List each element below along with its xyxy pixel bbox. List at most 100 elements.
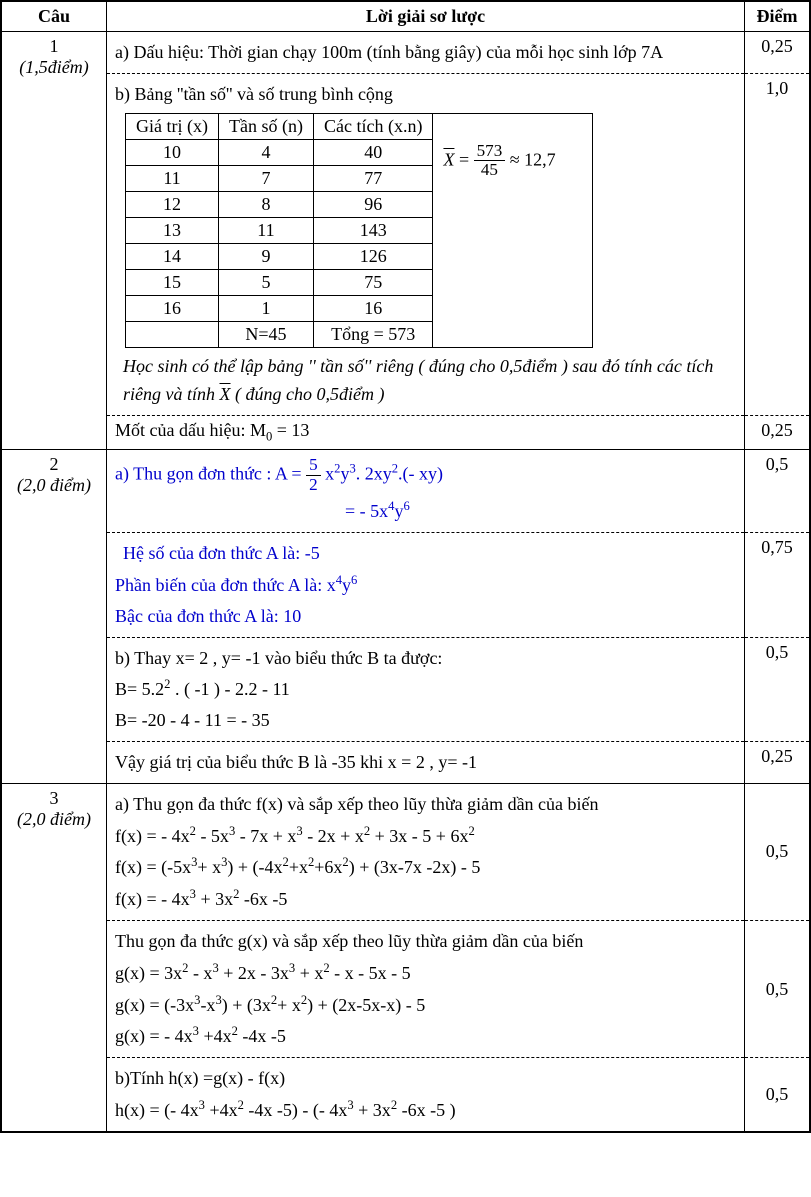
q2a-line2: = - 5x4y6 [115,496,736,526]
q3-number: 3 [10,788,98,809]
t: .(- xy) [398,463,443,483]
cell: 75 [313,269,432,295]
q1-number: 1 [10,36,98,57]
q2b2: Phần biến của đơn thức A là: x4y6 [115,570,736,600]
q1-points: (1,5điểm) [10,57,98,78]
q2b1: Hệ số của đơn thức A là: -5 [115,539,736,568]
cell: 10 [126,139,219,165]
q1-label: 1 (1,5điểm) [2,32,107,450]
q3b3: g(x) = (-3x3-x3) + (3x2+ x2) + (2x-5x-x)… [115,990,736,1020]
q2d-content: Vậy giá trị của biểu thức B là -35 khi x… [107,741,745,783]
q1b-score: 1,0 [745,73,810,415]
q3b2: g(x) = 3x2 - x3 + 2x - 3x3 + x2 - x - 5x… [115,958,736,988]
q2a-line1: a) Thu gọn đơn thức : A = 52 x2y3. 2xy2.… [115,456,736,495]
cell: 9 [218,243,313,269]
q3c1: b)Tính h(x) =g(x) - f(x) [115,1064,736,1093]
q3a2: f(x) = - 4x2 - 5x3 - 7x + x3 - 2x + x2 +… [115,821,736,851]
q1-note: Học sinh có thể lập bảng '' tần số'' riê… [115,352,736,410]
q3a4: f(x) = - 4x3 + 3x2 -6x -5 [115,884,736,914]
mode-val: = 13 [272,420,309,440]
q2b-score: 0,75 [745,533,810,637]
q2a1-rest: x [321,463,335,483]
q2c3: B= -20 - 4 - 11 = - 35 [115,706,736,735]
q2b3: Bậc của đơn thức A là: 10 [115,602,736,631]
q3b-score: 0,5 [745,920,810,1057]
q2c-content: b) Thay x= 2 , y= -1 vào biểu thức B ta … [107,637,745,741]
cell: 16 [313,295,432,321]
q2a-content: a) Thu gọn đơn thức : A = 52 x2y3. 2xy2.… [107,449,745,532]
q1-mode: Mốt của dấu hiệu: M0 = 13 [107,416,745,450]
cell: 14 [126,243,219,269]
q3-points: (2,0 điểm) [10,809,98,830]
q1a-text: a) Dấu hiệu: Thời gian chạy 100m (tính b… [115,38,736,67]
q3a-content: a) Thu gọn đa thức f(x) và sắp xếp theo … [107,783,745,920]
sum-xn: Tổng = 573 [313,321,432,347]
header-cau: Câu [2,2,107,32]
q2d-score: 0,25 [745,741,810,783]
frac-den: 2 [306,476,321,495]
q3a1: a) Thu gọn đa thức f(x) và sắp xếp theo … [115,790,736,819]
xbar-symbol: X [443,149,454,169]
q1-mode-score: 0,25 [745,416,810,450]
cell: 77 [313,165,432,191]
note1: Học sinh có thể lập bảng '' tần số'' riê… [123,356,713,405]
q3a3: f(x) = (-5x3+ x3) + (-4x2+x2+6x2) + (3x-… [115,852,736,882]
q2d: Vậy giá trị của biểu thức B là -35 khi x… [115,748,736,777]
cell: 126 [313,243,432,269]
xbar-note: X [220,384,231,404]
cell: 16 [126,295,219,321]
q3c-score: 0,5 [745,1058,810,1132]
q1b-title: b) Bảng ''tần số'' và số trung bình cộng [115,80,736,109]
q1b-content: b) Bảng ''tần số'' và số trung bình cộng… [107,73,745,415]
t: = - 5x [345,501,388,521]
q3c2: h(x) = (- 4x3 +4x2 -4x -5) - (- 4x3 + 3x… [115,1095,736,1125]
cell: 1 [218,295,313,321]
cell: 143 [313,217,432,243]
cell: 11 [126,165,219,191]
q3a-score: 0,5 [745,783,810,920]
cell: 96 [313,191,432,217]
frac-num: 5 [306,456,321,476]
q3b1: Thu gọn đa thức g(x) và sắp xếp theo lũy… [115,927,736,956]
q1a-score: 0,25 [745,32,810,74]
cell: 15 [126,269,219,295]
q2-label: 2 (2,0 điểm) [2,449,107,783]
t: B= 5.2 [115,679,164,699]
t: . 2xy [356,463,392,483]
frequency-table: Giá trị (x) Tần số (n) Các tích (x.n) X … [125,113,593,348]
q1a-content: a) Dấu hiệu: Thời gian chạy 100m (tính b… [107,32,745,74]
cell: 5 [218,269,313,295]
mean-approx: ≈ 12,7 [510,149,556,169]
header-loigiai: Lời giải sơ lược [107,2,745,32]
header-diem: Điểm [745,2,810,32]
solution-table: Câu Lời giải sơ lược Điểm 1 (1,5điểm) a)… [1,1,810,1132]
t: . ( -1 ) - 2.2 - 11 [170,679,289,699]
cell: 8 [218,191,313,217]
q2-points: (2,0 điểm) [10,475,98,496]
mean-fraction: 573 45 [474,142,506,181]
q2b-content: Hệ số của đơn thức A là: -5 Phần biến củ… [107,533,745,637]
cell: 7 [218,165,313,191]
q2a-frac: 52 [306,456,321,495]
freq-th-n: Tần số (n) [218,113,313,139]
q3c-content: b)Tính h(x) =g(x) - f(x) h(x) = (- 4x3 +… [107,1058,745,1132]
sum-n: N=45 [218,321,313,347]
t: y [342,575,351,595]
q2c-score: 0,5 [745,637,810,741]
freq-th-xn: Các tích (x.n) [313,113,432,139]
q2a1-pre: a) Thu gọn đơn thức : A = [115,463,306,483]
cell: 4 [218,139,313,165]
note2: ( đúng cho 0,5điểm ) [231,384,385,404]
mean-cell: X = 573 45 ≈ 12,7 [433,113,593,347]
mean-den: 45 [474,161,506,180]
e: 6 [403,499,409,513]
q2-number: 2 [10,454,98,475]
q2a-score: 0,5 [745,449,810,532]
cell: 12 [126,191,219,217]
cell: 40 [313,139,432,165]
q3b4: g(x) = - 4x3 +4x2 -4x -5 [115,1021,736,1051]
freq-th-x: Giá trị (x) [126,113,219,139]
q2c2: B= 5.22 . ( -1 ) - 2.2 - 11 [115,674,736,704]
q2c1: b) Thay x= 2 , y= -1 vào biểu thức B ta … [115,644,736,673]
e: 6 [351,573,357,587]
